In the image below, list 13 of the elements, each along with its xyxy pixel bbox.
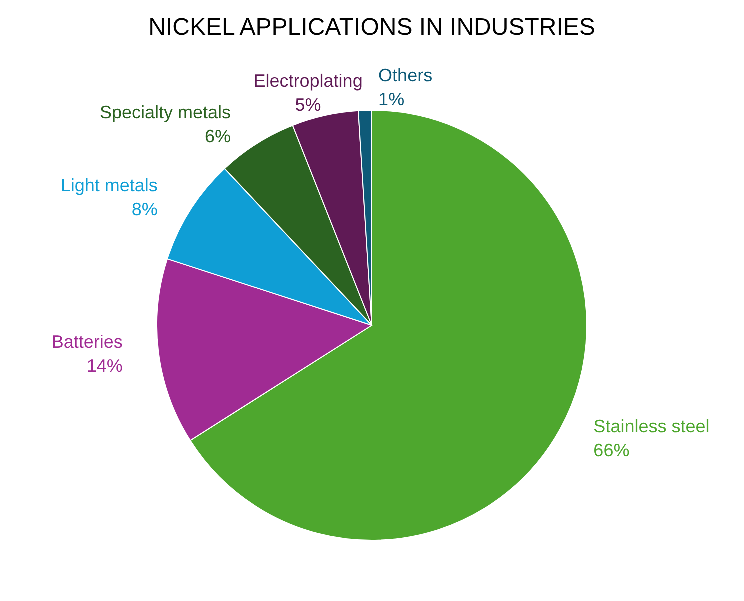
chart-title: NICKEL APPLICATIONS IN INDUSTRIES: [148, 14, 596, 41]
slice-label: Electroplating: [254, 71, 363, 92]
data-label: 14%: [86, 356, 123, 376]
data-label: 5%: [295, 95, 322, 116]
slice-label: Others: [378, 66, 433, 86]
slice-label: Batteries: [52, 332, 123, 352]
slice-label: Light metals: [60, 176, 158, 196]
slice-label: Specialty metals: [100, 102, 232, 122]
data-label: 1%: [378, 90, 405, 110]
data-label: 8%: [132, 200, 158, 220]
data-label: 66%: [594, 440, 630, 461]
data-label: 6%: [204, 126, 232, 146]
slice-label: Stainless steel: [594, 416, 710, 437]
